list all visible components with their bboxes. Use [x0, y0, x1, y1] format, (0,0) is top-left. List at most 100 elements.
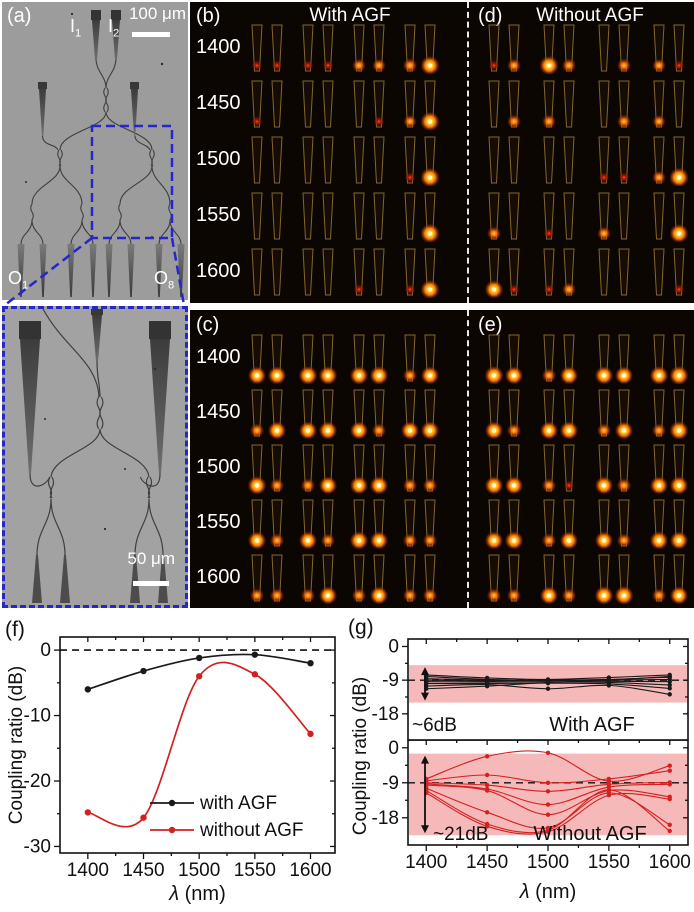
emission-spot: [422, 588, 438, 603]
y-tick-label: 0: [40, 640, 51, 661]
waveguide-taper: [563, 136, 575, 184]
panel-divider-dashed: [467, 2, 469, 303]
waveguide-taper: [505, 499, 523, 549]
data-point-marker: [606, 683, 612, 688]
sem-image-top: (a) I1 I2 100 μm O1 O8: [2, 2, 188, 300]
waveguide-taper: [271, 80, 283, 128]
chart-g-top-canvas: 0 -9 -18 ~6dB With AGF: [372, 636, 689, 741]
emission-spot: [252, 116, 262, 127]
data-point-marker: [545, 750, 551, 756]
waveguide-taper: [508, 248, 520, 296]
waveguide-taper: [299, 334, 317, 384]
scalebar-100um-bar: [132, 32, 170, 37]
emission-spot: [269, 533, 285, 548]
legend-label: with AGF: [199, 793, 277, 814]
waveguide-taper: [653, 192, 665, 240]
x-tick-label: 1500: [178, 860, 220, 881]
dust-specks-inset: [44, 367, 157, 531]
waveguide-taper: [373, 80, 385, 128]
waveguide-taper: [372, 24, 386, 73]
data-point-marker: [484, 824, 490, 829]
x-tick-label: 1400: [67, 860, 109, 881]
waveguide-taper: [373, 192, 385, 240]
emission-spot: [323, 60, 333, 71]
waveguide-taper: [421, 80, 439, 130]
waveguide-taper: [352, 24, 366, 73]
data-point-marker: [606, 776, 612, 782]
inset-side-tapers: [19, 309, 171, 474]
waveguide-taper: [299, 389, 317, 439]
waveguide-taper: [616, 499, 632, 548]
panel-e-label: (e): [478, 314, 503, 336]
panel-f-label: (f): [5, 618, 25, 641]
waveguide-taper: [322, 24, 334, 72]
waveguide-taper: [541, 80, 557, 129]
emission-spot: [616, 478, 632, 493]
waveguide-taper: [506, 389, 522, 438]
waveguide-taper: [652, 136, 666, 185]
x-tick-label: 1400: [405, 852, 447, 873]
wavelength-label: 1500: [196, 456, 241, 478]
waveguide-taper: [653, 248, 665, 296]
waveguide-taper: [508, 136, 520, 184]
waveguide-taper: [595, 499, 613, 549]
wavelength-label: 1450: [196, 92, 241, 114]
emission-spot: [509, 284, 519, 295]
data-series-line: [87, 661, 312, 828]
emission-spot: [652, 170, 666, 185]
waveguide-taper: [248, 444, 266, 494]
data-point-marker: [251, 651, 259, 658]
waveguide-taper: [508, 192, 520, 240]
waveguide-taper: [370, 444, 388, 494]
waveguide-taper: [269, 499, 285, 548]
emission-spot: [616, 114, 632, 129]
data-point-marker: [606, 787, 612, 792]
waveguide-taper: [563, 444, 575, 492]
panel-condition-label: With AGF: [549, 714, 635, 736]
waveguide-taper: [353, 248, 365, 296]
y-tick-label: -9: [382, 773, 399, 794]
emission-spot: [674, 60, 684, 71]
wavelength-label: 1600: [196, 260, 241, 282]
emission-spot: [486, 226, 502, 241]
emission-spot: [544, 284, 554, 295]
emission-spot: [541, 533, 557, 548]
waveguide-taper: [300, 554, 316, 603]
waveguide-taper: [421, 136, 439, 186]
data-point-marker: [545, 780, 551, 785]
x-axis-label: λ (nm): [519, 881, 577, 903]
waveguide-taper: [322, 192, 334, 240]
data-point-marker: [667, 674, 672, 679]
panel-c-label: (c): [196, 314, 220, 336]
waveguide-taper: [404, 136, 416, 184]
waveguide-taper: [402, 24, 418, 73]
waveguide-taper: [505, 334, 523, 384]
waveguide-taper: [598, 80, 610, 128]
y-tick-label: -9: [382, 670, 399, 691]
waveguide-taper: [673, 24, 685, 72]
emission-spot: [561, 588, 577, 603]
waveguide-taper: [271, 24, 283, 72]
waveguide-taper: [670, 444, 688, 494]
data-point-marker: [84, 686, 92, 693]
waveguide-taper: [373, 136, 385, 184]
waveguide-taper: [370, 499, 388, 549]
waveguide-taper: [543, 248, 555, 296]
waveguide-taper: [322, 80, 334, 128]
waveguide-taper: [404, 192, 416, 240]
emission-spot: [507, 58, 521, 73]
waveguide-taper: [596, 389, 612, 438]
output-label-o1: O1: [8, 268, 29, 292]
data-point-marker: [545, 686, 551, 691]
waveguide-taper: [322, 248, 334, 296]
waveguide-taper: [561, 24, 577, 73]
data-point-marker: [606, 793, 612, 798]
wavelength-label: 1550: [196, 204, 241, 226]
data-point-marker: [484, 683, 490, 689]
chart-f-canvas: 1400 1450 1500 1550 1600 0 -10 -20 -30 λ (nm) with…: [24, 636, 336, 905]
data-point-marker: [545, 789, 551, 794]
waveguide-taper: [402, 334, 418, 383]
waveguide-taper: [421, 389, 439, 439]
x-tick-label: 1450: [466, 852, 508, 873]
ir-block-bottom: (c) (e) 1400 1450 1500 1550 1600: [190, 310, 694, 608]
